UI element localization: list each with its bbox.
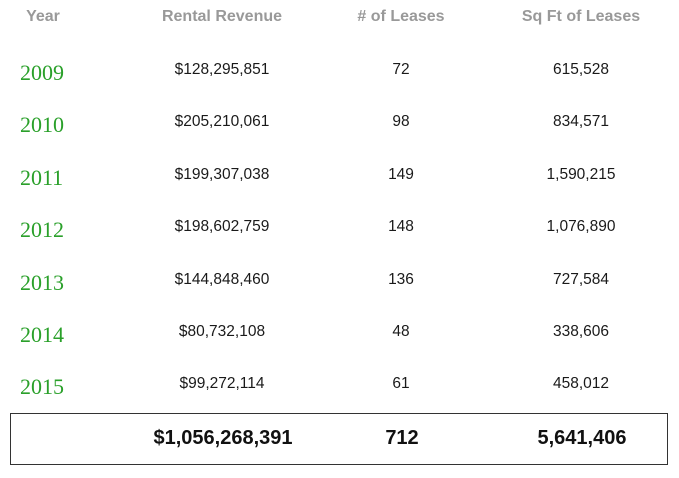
num-leases-cell: 48	[392, 322, 410, 340]
table-header: Year Rental Revenue # of Leases Sq Ft of…	[0, 8, 679, 28]
rental-revenue-cell: $99,272,114	[179, 375, 265, 393]
table-row: 2010 $205,210,061 98 834,571	[0, 98, 679, 150]
header-year: Year	[26, 8, 60, 25]
total-num-leases: 712	[385, 427, 419, 449]
table-body: 2009 $128,295,851 72 615,528 2010 $205,2…	[0, 46, 679, 413]
rental-revenue-cell: $205,210,061	[174, 113, 270, 131]
num-leases-cell: 98	[392, 113, 410, 131]
header-rental-revenue: Rental Revenue	[161, 8, 283, 25]
sq-ft-cell: 1,590,215	[546, 165, 616, 183]
year-cell: 2015	[20, 374, 64, 400]
header-sq-ft: Sq Ft of Leases	[521, 8, 641, 25]
table-row: 2012 $198,602,759 148 1,076,890	[0, 203, 679, 255]
rental-revenue-cell: $128,295,851	[174, 61, 270, 78]
total-sq-ft: 5,641,406	[537, 427, 627, 449]
rental-revenue-cell: $198,602,759	[174, 218, 270, 236]
table-row: 2013 $144,848,460 136 727,584	[0, 256, 679, 308]
table-row: 2009 $128,295,851 72 615,528	[0, 46, 679, 98]
rental-revenue-cell: $199,307,038	[174, 165, 270, 183]
year-cell: 2009	[20, 60, 64, 85]
num-leases-cell: 72	[392, 61, 410, 78]
table-row: 2011 $199,307,038 149 1,590,215	[0, 151, 679, 203]
rental-revenue-cell: $80,732,108	[178, 322, 266, 340]
totals-row: $1,056,268,391 712 5,641,406	[10, 413, 668, 465]
year-cell: 2013	[20, 269, 64, 295]
sq-ft-cell: 338,606	[552, 322, 610, 340]
rental-revenue-cell: $144,848,460	[174, 270, 270, 288]
year-cell: 2011	[20, 164, 64, 190]
num-leases-cell: 136	[388, 270, 414, 288]
sq-ft-cell: 458,012	[552, 375, 610, 393]
table-row: 2014 $80,732,108 48 338,606	[0, 308, 679, 360]
sq-ft-cell: 1,076,890	[546, 218, 616, 236]
header-num-leases: # of Leases	[357, 8, 445, 25]
total-rental-revenue: $1,056,268,391	[153, 427, 293, 449]
year-cell: 2010	[20, 112, 64, 138]
sq-ft-cell: 615,528	[552, 61, 610, 78]
num-leases-cell: 149	[388, 165, 414, 183]
year-cell: 2014	[20, 321, 64, 347]
sq-ft-cell: 834,571	[552, 113, 610, 131]
year-cell: 2012	[20, 217, 64, 243]
sq-ft-cell: 727,584	[552, 270, 610, 288]
num-leases-cell: 148	[388, 218, 414, 236]
num-leases-cell: 61	[392, 375, 410, 393]
table-row: 2015 $99,272,114 61 458,012	[0, 360, 679, 412]
